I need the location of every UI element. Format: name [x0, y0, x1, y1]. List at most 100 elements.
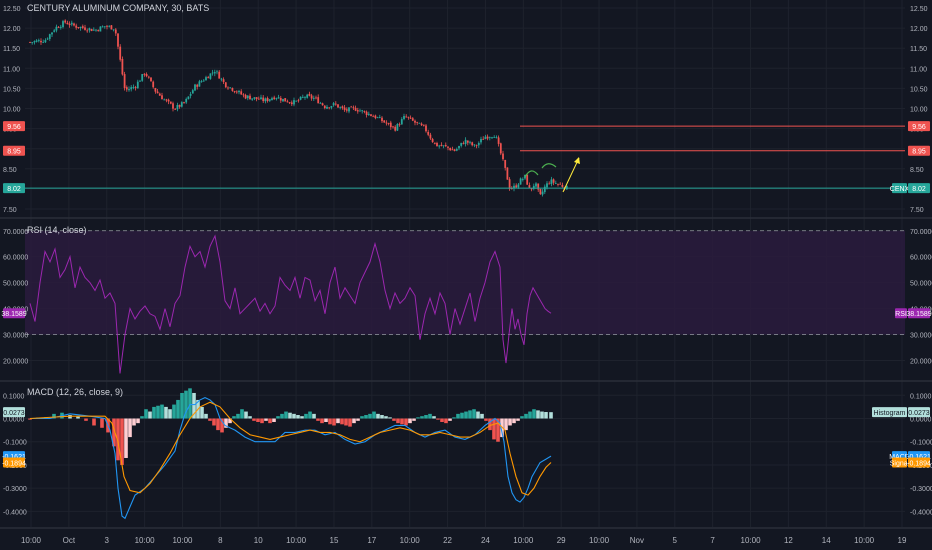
macd-histogram-bar [444, 418, 448, 424]
price-candle [158, 93, 161, 96]
macd-histogram-bar [392, 418, 396, 421]
price-candle [438, 145, 441, 147]
price-candle [246, 95, 249, 99]
price-candle [363, 111, 366, 112]
rsi-line[interactable] [29, 234, 552, 374]
price-candle [70, 22, 73, 25]
price-candle [101, 26, 104, 28]
price-candle [295, 100, 298, 102]
macd-histogram-bar [436, 418, 440, 420]
pane-dividers[interactable] [0, 217, 932, 529]
macd-histogram-bar [184, 390, 188, 419]
macd-histogram-bar [236, 413, 240, 419]
y-tick-label: 20.0000 [910, 358, 932, 365]
macd-histogram-bar [180, 392, 184, 419]
price-candle [321, 103, 324, 106]
macd-histogram-bar [524, 413, 528, 419]
green-arc-annotation[interactable] [541, 163, 557, 169]
price-candle [537, 183, 540, 190]
drawing-annotations[interactable] [524, 157, 580, 193]
rsi-value-badge-right-bg [908, 308, 930, 319]
signal-line[interactable] [29, 401, 552, 496]
histogram-tag-text: Histogram [874, 410, 906, 417]
macd-histogram-bar [160, 404, 164, 419]
price-candle [317, 97, 320, 104]
price-candle [495, 137, 498, 139]
x-tick-label: 10:00 [854, 536, 875, 545]
price-candle [466, 140, 469, 143]
price-candle [385, 122, 388, 124]
price-candle [194, 84, 196, 91]
price-candle [348, 107, 350, 112]
price-candle [356, 110, 359, 112]
price-candle [163, 99, 166, 101]
price-candle [213, 72, 216, 74]
price-candle [530, 188, 533, 190]
price-candle [233, 91, 236, 93]
time-axis[interactable]: 10:00 Oct 3 10:00 10:00 8 10 10:00 15 17 10:00 22 24… [21, 536, 907, 545]
y-tick-label: 10.50 [910, 86, 928, 93]
macd-histogram-bar [212, 418, 216, 426]
price-candle [306, 94, 309, 98]
price-candle [183, 102, 185, 103]
histogram-tag-bg [872, 407, 907, 418]
price-candle [130, 87, 133, 90]
left-price-axis[interactable]: 12.5012.0011.5011.0010.5010.009.509.008.… [1, 6, 28, 516]
y-tick-label: 50.0000 [910, 281, 932, 288]
price-pane[interactable] [25, 19, 905, 197]
price-candle [209, 73, 212, 79]
price-candle [425, 125, 427, 132]
price-candle [44, 40, 47, 43]
price-candle [418, 122, 421, 124]
price-candle [141, 74, 144, 81]
macd-histogram-bar [320, 418, 324, 424]
price-candle [180, 102, 183, 107]
rsi-value-badge-left-bg [3, 308, 25, 319]
level-badge-left-bg [3, 183, 25, 194]
right-price-axis[interactable]: 12.5012.0011.5011.0010.5010.009.509.008.… [872, 6, 932, 516]
price-candle [460, 142, 463, 146]
macd-histogram-bar [404, 418, 408, 426]
macd-histogram-bar [532, 409, 536, 419]
price-candle [378, 117, 381, 119]
price-candle [229, 87, 232, 89]
price-candle [224, 82, 227, 88]
price-candle [319, 102, 322, 104]
green-arc-annotation[interactable] [524, 170, 539, 178]
macd-histogram-bar [268, 418, 272, 424]
price-candle [222, 79, 225, 82]
macd-histogram-bar [328, 418, 332, 425]
price-candle [310, 95, 313, 99]
macd-histogram-bar [324, 418, 328, 422]
y-tick-label: 10.00 [910, 107, 928, 114]
price-candle [189, 94, 192, 96]
price-candle [396, 123, 399, 131]
price-candle [51, 32, 53, 35]
macd-histogram-bar [536, 410, 540, 419]
price-candle [220, 78, 223, 80]
rsi-pane[interactable] [25, 230, 905, 374]
macd-pane[interactable] [28, 388, 553, 520]
macd-histogram-bar [384, 416, 388, 419]
x-tick-label: 10:00 [21, 536, 42, 545]
signal-value-badge-left-bg [3, 457, 25, 468]
price-candle [290, 102, 293, 105]
level-badge-right: 8.02 [908, 183, 930, 194]
level-badge-left-bg [3, 121, 25, 132]
price-candle [502, 153, 504, 160]
price-candle [517, 184, 520, 188]
price-candle [436, 143, 438, 147]
yellow-arrow-head[interactable] [574, 157, 580, 164]
yellow-arrow-line[interactable] [562, 157, 580, 193]
price-candle [326, 106, 328, 109]
price-candle [376, 117, 379, 119]
price-candle [238, 90, 240, 93]
macd-histogram-bar [264, 418, 268, 421]
macd-histogram-bar [224, 418, 228, 428]
macd-histogram-bar [400, 418, 404, 425]
price-candle [112, 29, 115, 31]
macd-line[interactable] [30, 397, 552, 520]
y-tick-label: 11.00 [3, 66, 20, 73]
price-candle [35, 40, 38, 42]
